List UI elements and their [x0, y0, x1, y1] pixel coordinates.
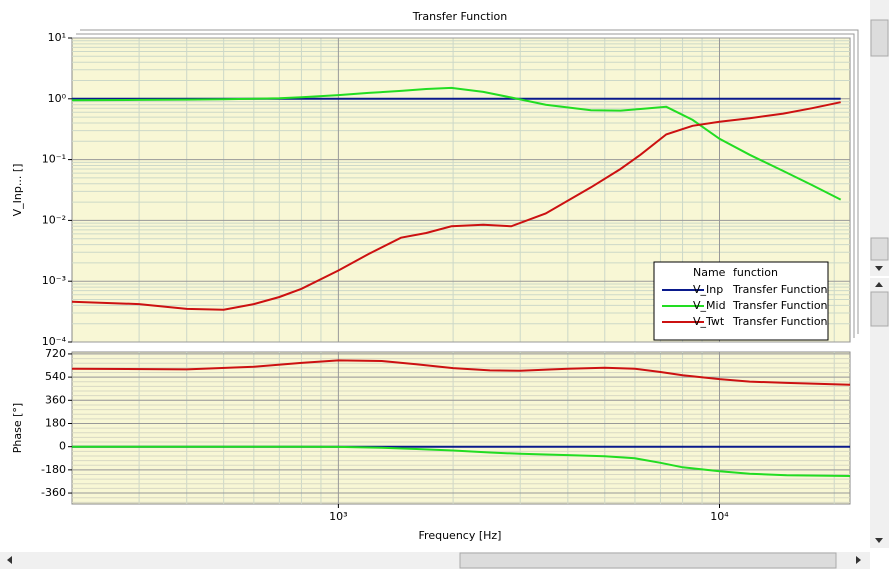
- y-tick-label: 10⁻⁴: [42, 335, 67, 348]
- scrollbar-lower[interactable]: [870, 278, 889, 548]
- y-tick-label: 10¹: [48, 31, 66, 44]
- scrollbar-upper[interactable]: [870, 0, 889, 276]
- x-axis-label: Frequency [Hz]: [419, 529, 502, 542]
- legend-header: function: [733, 266, 778, 279]
- y-axis-label: V_Inp... []: [11, 164, 24, 217]
- legend: [653, 261, 829, 341]
- y-tick-label: 540: [45, 370, 66, 383]
- series-line: [72, 445, 851, 477]
- chart-title: Transfer Function: [412, 10, 508, 23]
- y-tick-label: 10⁻³: [42, 274, 66, 287]
- y-tick-label: 10⁻²: [42, 213, 66, 226]
- x-tick-label: 10⁴: [710, 510, 729, 523]
- legend-function: Transfer Function: [732, 315, 828, 328]
- frame-edge: [76, 29, 859, 338]
- y-tick-label: 180: [45, 416, 66, 429]
- series-line: [71, 359, 851, 386]
- series-line: [71, 101, 841, 311]
- x-tick-label: 10³: [329, 510, 347, 523]
- y-tick-label: 0: [59, 440, 66, 453]
- y-axis-label: Phase [°]: [11, 403, 24, 453]
- y-tick-label: -360: [41, 486, 66, 499]
- legend-label: V_Mid: [693, 299, 726, 312]
- scroll-arrow[interactable]: [856, 556, 861, 564]
- scroll-arrow[interactable]: [875, 282, 883, 287]
- y-tick-label: 720: [45, 347, 66, 360]
- y-tick-label: -180: [41, 463, 66, 476]
- y-tick-label: 10⁻¹: [42, 153, 66, 166]
- scroll-thumb[interactable]: [870, 291, 889, 327]
- scroll-thumb[interactable]: [870, 19, 889, 57]
- y-tick-label: 10⁰: [48, 92, 67, 105]
- y-tick-label: 360: [45, 393, 66, 406]
- legend-label: V_Twt: [693, 315, 725, 328]
- scroll-arrow[interactable]: [875, 538, 883, 543]
- scroll-thumb[interactable]: [870, 237, 889, 261]
- legend-header: Name: [693, 266, 726, 279]
- legend-label: V_Inp: [693, 283, 723, 296]
- series-line: [71, 86, 842, 201]
- scroll-arrow[interactable]: [875, 266, 883, 271]
- scroll-thumb[interactable]: [459, 552, 837, 569]
- legend-function: Transfer Function: [732, 283, 828, 296]
- scroll-arrow[interactable]: [7, 556, 12, 564]
- legend-function: Transfer Function: [732, 299, 828, 312]
